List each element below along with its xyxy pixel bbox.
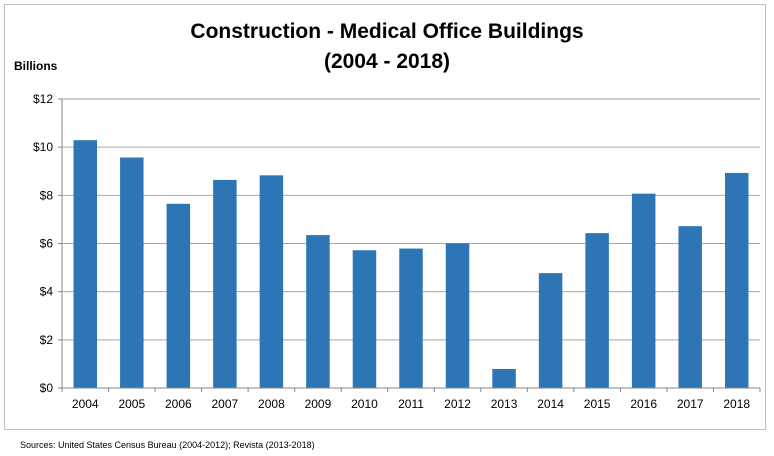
x-tick-label: 2013 [491, 397, 518, 411]
bar-2011 [399, 248, 423, 388]
x-tick-label: 2017 [677, 397, 704, 411]
y-tick-label: $8 [40, 188, 54, 202]
x-tick-label: 2011 [398, 397, 424, 411]
x-tick-label: 2016 [630, 397, 657, 411]
bar-2012 [445, 243, 470, 388]
x-tick-label: 2015 [584, 397, 611, 411]
y-tick-label: $12 [33, 92, 53, 106]
bar-2014 [538, 273, 563, 388]
x-tick-label: 2007 [212, 397, 239, 411]
chart-subtitle: (2004 - 2018) [323, 50, 451, 73]
x-tick-label: 2006 [165, 397, 192, 411]
bar-2007 [213, 179, 237, 388]
source-note: Sources: United States Census Bureau (20… [20, 440, 315, 450]
y-axis-label: Billions [14, 59, 58, 73]
bar-2009 [306, 235, 330, 388]
bar-2006 [166, 203, 191, 388]
x-tick-label: 2012 [444, 397, 471, 411]
x-tick-label: 2004 [72, 397, 99, 411]
bar-2008 [259, 175, 284, 388]
bar-2018 [724, 172, 749, 388]
x-tick-label: 2005 [118, 397, 145, 411]
y-tick-label: $0 [40, 381, 54, 395]
y-tick-label: $6 [40, 237, 54, 251]
bar-2004 [73, 140, 98, 388]
x-tick-label: 2010 [351, 397, 378, 411]
y-tick-label: $4 [40, 285, 54, 299]
x-tick-label: 2008 [258, 397, 285, 411]
chart-title: Construction - Medical Office Buildings [190, 20, 584, 43]
y-tick-label: $10 [33, 140, 53, 154]
x-tick-label: 2009 [305, 397, 332, 411]
bar-2013 [492, 368, 516, 388]
x-tick-label: 2014 [537, 397, 564, 411]
bar-2005 [120, 157, 144, 388]
bar-2015 [585, 233, 609, 388]
x-tick-label: 2018 [723, 397, 750, 411]
bar-2017 [678, 226, 702, 388]
chart-frame [4, 4, 766, 430]
y-tick-label: $2 [40, 333, 54, 347]
bar-2010 [352, 250, 377, 388]
bar-2016 [631, 193, 656, 388]
